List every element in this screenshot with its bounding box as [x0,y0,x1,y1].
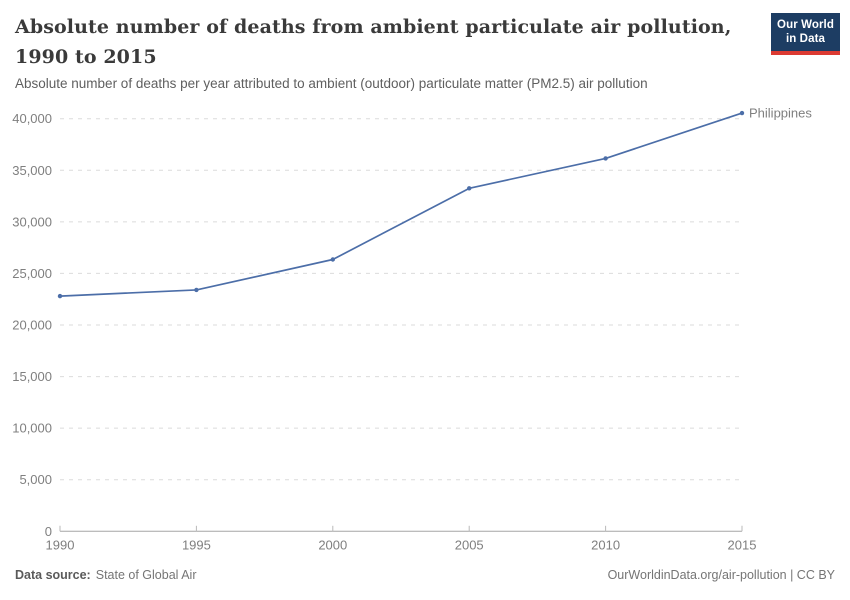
x-axis-tick-label: 2000 [318,537,347,552]
data-point[interactable] [57,293,63,299]
data-source-label: Data source: [15,568,91,582]
x-axis-tick-label: 1995 [182,537,211,552]
y-axis-tick-label: 5,000 [19,472,52,487]
chart-subtitle: Absolute number of deaths per year attri… [15,76,648,91]
x-axis-tick-label: 1990 [46,537,75,552]
y-axis-tick-label: 15,000 [12,369,52,384]
data-point[interactable] [330,257,335,262]
data-series-line[interactable] [59,112,743,297]
x-axis-tick-label: 2005 [455,537,484,552]
chart-footer: Data source: State of Global Air OurWorld… [15,568,835,582]
x-axis-tick-label: 2010 [591,537,620,552]
owid-logo: Our World in Data [771,13,840,55]
y-axis-tick-label: 30,000 [12,214,52,229]
y-axis-tick-label: 35,000 [12,163,52,178]
data-source: Data source: State of Global Air [15,568,197,582]
y-axis-tick-label: 0 [45,524,52,539]
y-axis-tick-label: 20,000 [12,318,52,333]
series-end-label[interactable]: Philippines [749,106,812,121]
attribution-link[interactable]: OurWorldinData.org/air-pollution | CC BY [607,568,835,582]
data-point[interactable] [467,186,472,191]
owid-logo-line2: in Data [785,32,826,45]
data-point[interactable] [194,287,199,293]
data-point[interactable] [603,156,608,161]
owid-logo-line1: Our World [777,19,834,31]
data-source-value: State of Global Air [95,568,197,582]
y-axis-tick-label: 10,000 [12,421,52,436]
y-axis-tick-label: 40,000 [12,111,52,126]
y-axis-tick-label: 25,000 [12,266,52,281]
data-point[interactable] [739,110,745,116]
x-axis-tick-label: 2015 [728,537,757,552]
page-title: Absolute number of deaths from ambient p… [15,16,732,68]
